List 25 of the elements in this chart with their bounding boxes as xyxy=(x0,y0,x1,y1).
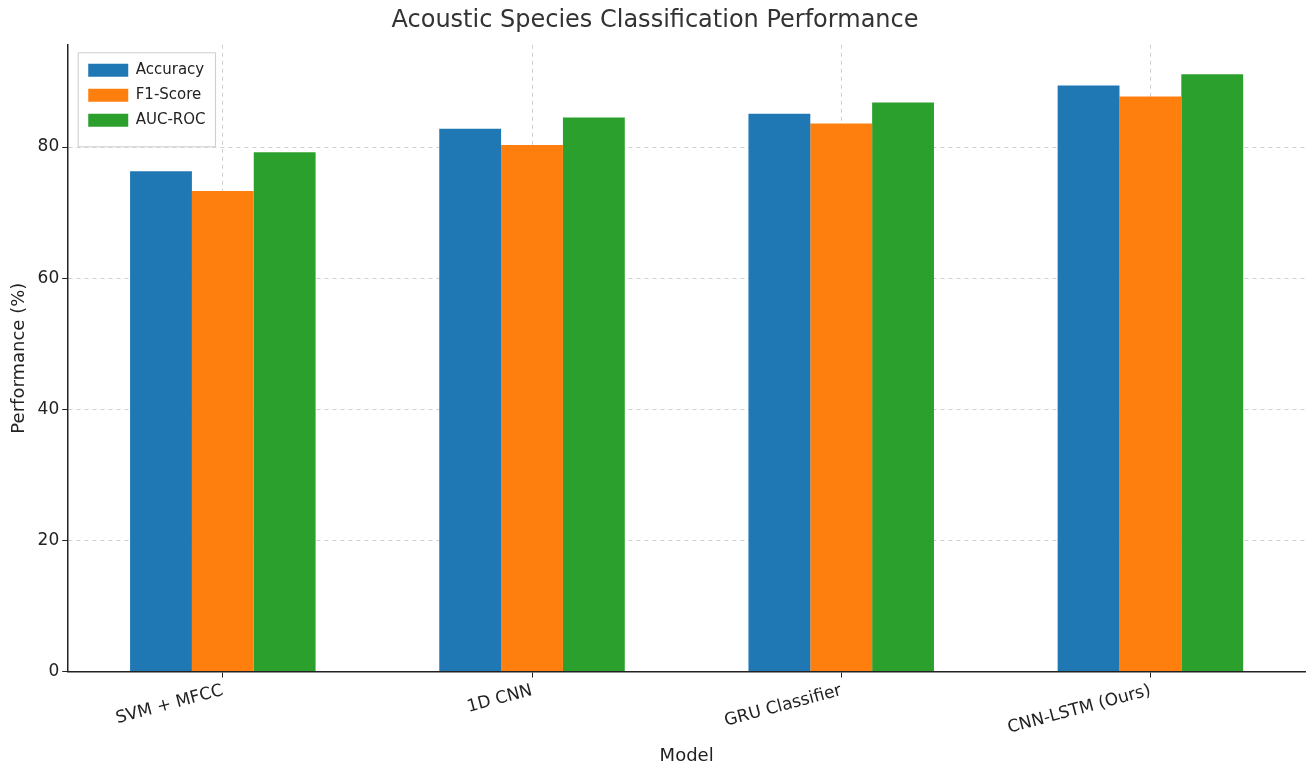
bar xyxy=(253,152,316,672)
x-tick-label: 1D CNN xyxy=(464,679,535,716)
y-axis-title: Performance (%) xyxy=(7,282,29,434)
y-tick-label: 20 xyxy=(37,528,60,549)
legend-label: Accuracy xyxy=(135,60,205,79)
y-tick-label: 80 xyxy=(37,135,60,156)
bar xyxy=(439,128,502,672)
x-tick-label: SVM + MFCC xyxy=(113,679,226,728)
legend-label: F1-Score xyxy=(135,85,202,104)
y-tick-label: 0 xyxy=(48,659,60,680)
x-axis-title: Model xyxy=(659,743,714,765)
bar xyxy=(810,123,873,672)
bar xyxy=(1119,96,1182,672)
y-tick-label: 60 xyxy=(37,266,60,287)
bar xyxy=(872,102,934,672)
bar xyxy=(1057,85,1120,672)
y-tick-label: 40 xyxy=(37,397,60,418)
bar xyxy=(191,191,254,672)
bar xyxy=(562,117,625,672)
legend-label: AUC-ROC xyxy=(135,110,206,129)
bar xyxy=(1181,74,1244,672)
chart-title: Acoustic Species Classification Performance xyxy=(391,4,919,33)
bar xyxy=(130,171,192,672)
bar xyxy=(501,145,563,672)
bar xyxy=(748,113,811,672)
